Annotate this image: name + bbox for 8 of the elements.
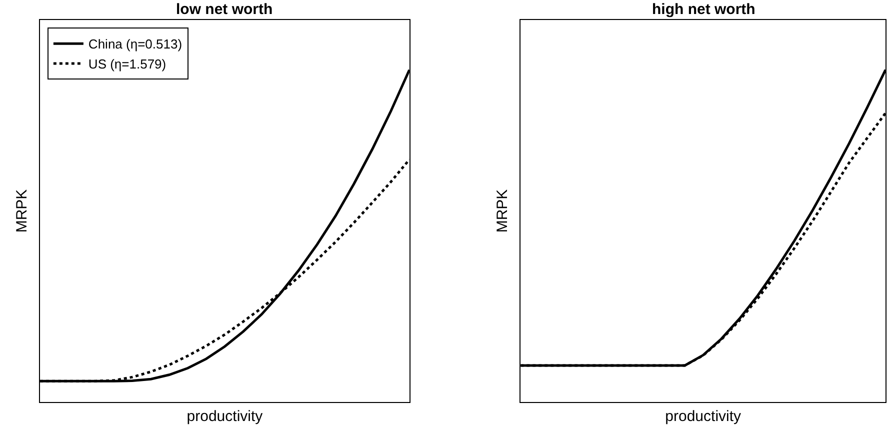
y-axis-title: MRPK [494,189,511,233]
legend-label: China (η=0.513) [88,36,182,52]
y-axis-title: MRPK [13,189,30,233]
x-axis-title: productivity [186,408,264,425]
chart-title: high net worth [652,1,756,18]
chart-title: low net worth [176,1,273,18]
legend-label: US (η=1.579) [88,56,166,72]
x-axis-title: productivity [665,408,742,425]
